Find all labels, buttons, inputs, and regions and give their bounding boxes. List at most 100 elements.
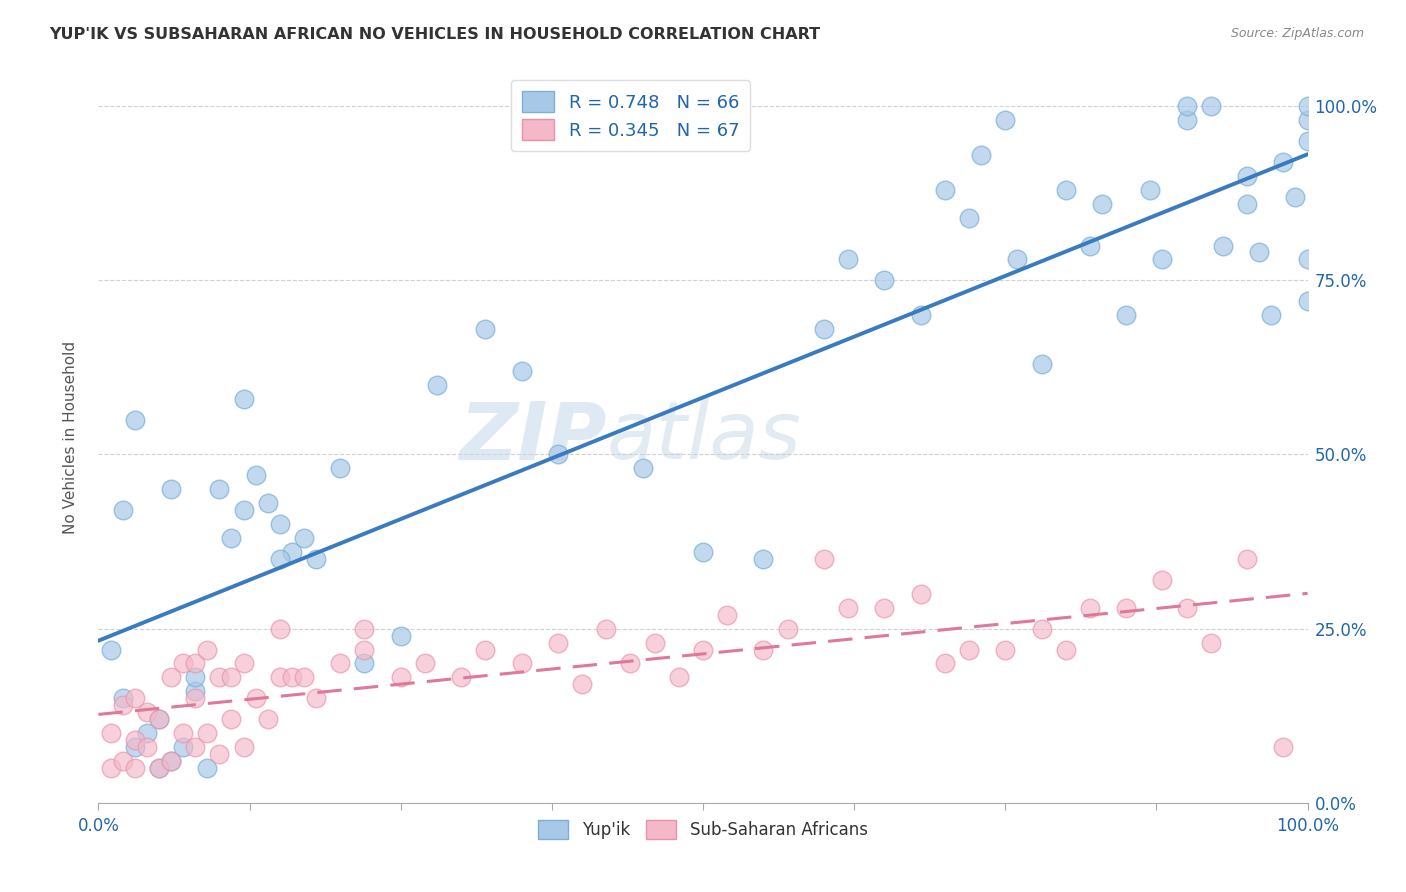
Point [1115,308,1137,322]
Point [813,552,835,566]
Point [547,635,569,649]
Point [124,691,146,706]
Point [957,642,980,657]
Point [195,761,218,775]
Point [1031,357,1053,371]
Point [1152,252,1174,267]
Point [1091,196,1114,211]
Point [148,712,170,726]
Point [547,448,569,462]
Point [353,622,375,636]
Point [232,503,254,517]
Point [232,740,254,755]
Point [389,629,412,643]
Text: ZIP: ZIP [458,398,606,476]
Point [256,712,278,726]
Point [1115,600,1137,615]
Point [1054,183,1077,197]
Point [281,545,304,559]
Point [776,622,799,636]
Point [957,211,980,225]
Point [172,726,194,740]
Point [474,642,496,657]
Point [292,531,315,545]
Point [232,657,254,671]
Point [329,657,352,671]
Point [195,642,218,657]
Point [1284,190,1306,204]
Point [184,670,207,684]
Point [160,754,183,768]
Point [305,691,328,706]
Point [1199,635,1222,649]
Point [934,657,956,671]
Point [510,657,533,671]
Point [595,622,617,636]
Text: YUP'IK VS SUBSAHARAN AFRICAN NO VEHICLES IN HOUSEHOLD CORRELATION CHART: YUP'IK VS SUBSAHARAN AFRICAN NO VEHICLES… [49,27,820,42]
Point [208,747,231,761]
Point [813,322,835,336]
Point [1007,252,1029,267]
Point [1031,622,1053,636]
Point [172,740,194,755]
Point [426,377,449,392]
Point [232,392,254,406]
Point [353,657,375,671]
Point [389,670,412,684]
Point [413,657,436,671]
Point [1260,308,1282,322]
Point [1296,252,1319,267]
Point [1054,642,1077,657]
Point [148,712,170,726]
Point [135,740,157,755]
Y-axis label: No Vehicles in Household: No Vehicles in Household [63,341,77,533]
Point [1078,600,1101,615]
Text: Source: ZipAtlas.com: Source: ZipAtlas.com [1230,27,1364,40]
Point [1296,294,1319,309]
Point [1296,113,1319,128]
Point [269,552,291,566]
Point [1272,155,1295,169]
Point [837,252,859,267]
Point [221,712,243,726]
Point [221,670,243,684]
Point [124,740,146,755]
Point [100,726,122,740]
Point [111,754,134,768]
Point [195,726,218,740]
Point [1236,169,1258,183]
Point [329,461,352,475]
Point [1152,573,1174,587]
Point [716,607,738,622]
Point [994,642,1017,657]
Point [1078,238,1101,252]
Point [305,552,328,566]
Point [160,754,183,768]
Point [269,622,291,636]
Point [221,531,243,545]
Point [510,364,533,378]
Point [1139,183,1161,197]
Point [1175,99,1198,113]
Point [668,670,690,684]
Point [111,503,134,517]
Point [208,670,231,684]
Point [873,273,896,287]
Point [910,587,932,601]
Point [256,496,278,510]
Point [353,642,375,657]
Point [837,600,859,615]
Point [184,691,207,706]
Point [1175,113,1198,128]
Point [644,635,666,649]
Point [450,670,472,684]
Point [1249,245,1271,260]
Text: atlas: atlas [606,398,801,476]
Point [1236,196,1258,211]
Point [1236,552,1258,566]
Point [111,698,134,713]
Point [184,657,207,671]
Point [910,308,932,322]
Point [970,148,993,162]
Point [135,726,157,740]
